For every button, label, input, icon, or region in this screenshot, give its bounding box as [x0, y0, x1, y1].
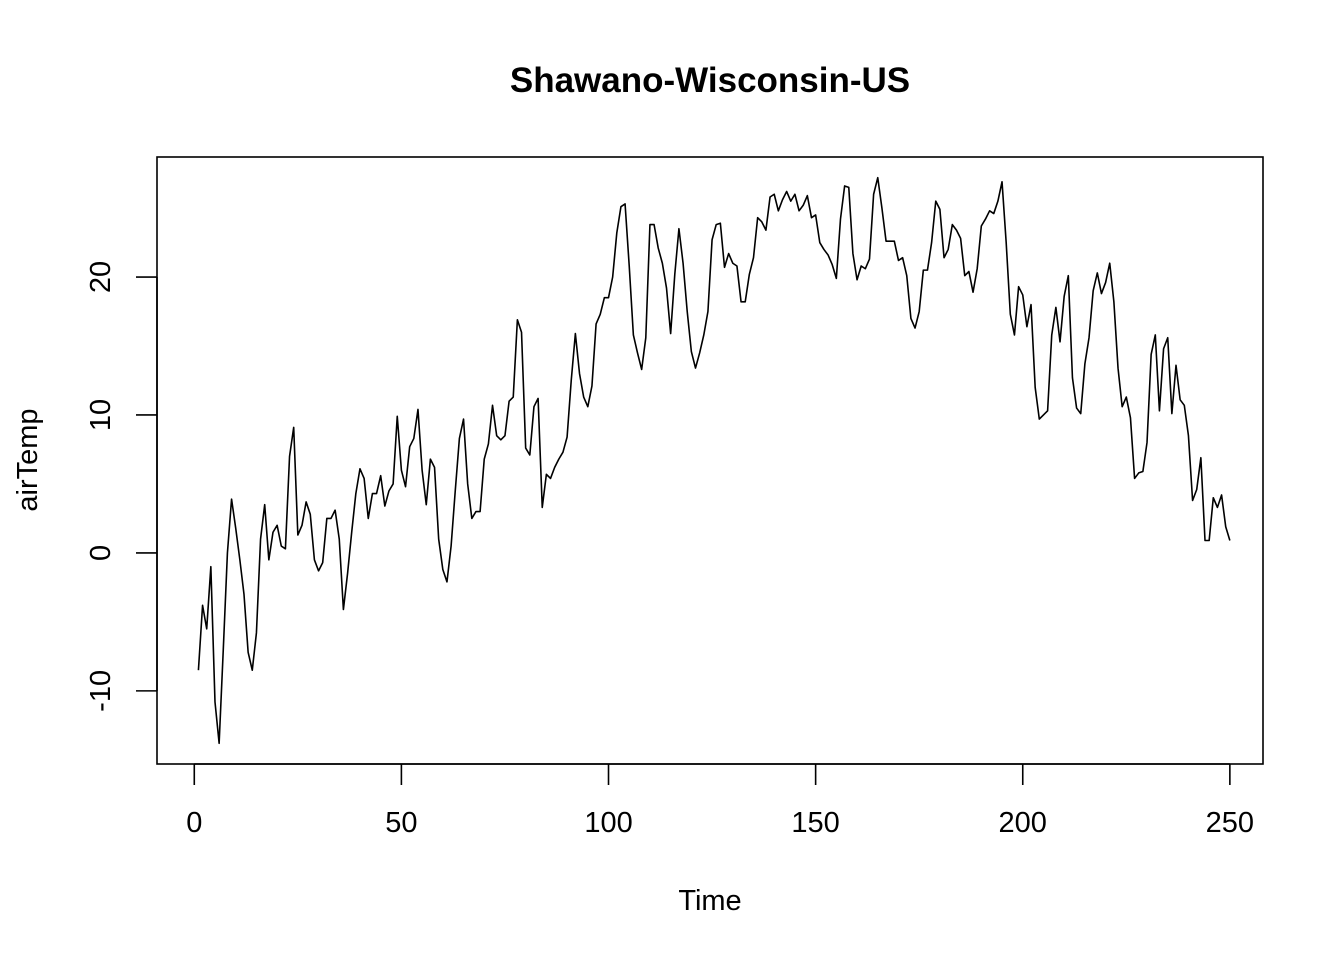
series-line-airtemp: [197, 176, 1231, 745]
x-axis-label: Time: [678, 885, 741, 917]
y-tick-label: 20: [85, 261, 117, 293]
y-tick-label: -10: [85, 670, 117, 712]
x-tick-label: 0: [186, 807, 202, 839]
chart-title: Shawano-Wisconsin-US: [510, 61, 910, 100]
x-tick-label: 50: [385, 807, 417, 839]
x-tick-label: 100: [584, 807, 632, 839]
x-tick-label: 200: [999, 807, 1047, 839]
x-axis: 0 50 100 150 200 250: [186, 763, 1254, 839]
x-tick-label: 250: [1206, 807, 1254, 839]
y-axis: -10 0 10 20: [85, 261, 158, 712]
y-tick-label: 10: [85, 399, 117, 431]
x-tick-label: 150: [791, 807, 839, 839]
y-tick-label: 0: [85, 545, 117, 561]
y-axis-label: airTemp: [12, 408, 44, 511]
plot-frame: [156, 156, 1264, 765]
